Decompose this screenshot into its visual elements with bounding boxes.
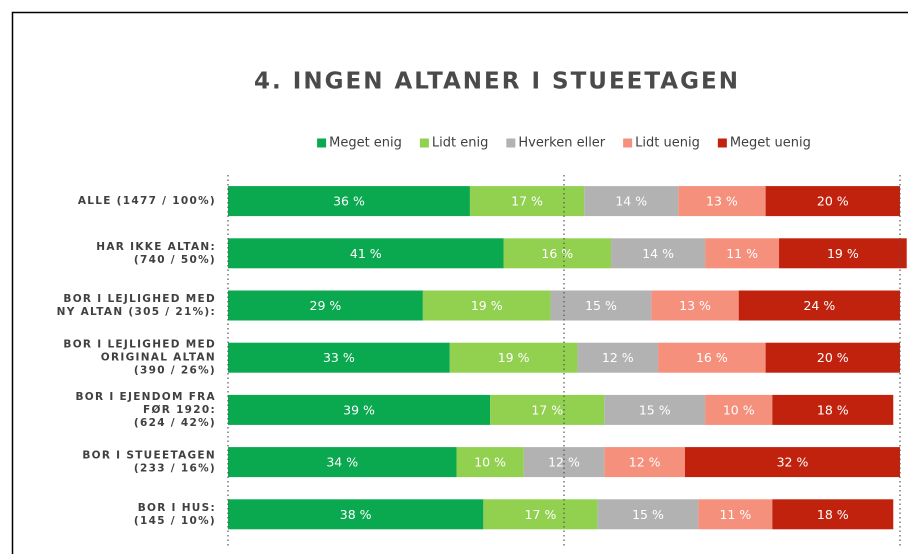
- bar-segment: [228, 290, 423, 321]
- data-label: 14 %: [615, 194, 647, 209]
- legend-label: Lidt enig: [432, 136, 488, 151]
- bar-segment: [228, 342, 450, 373]
- legend-label: Lidt uenig: [635, 136, 700, 151]
- bar-segment: [483, 499, 598, 530]
- legend-swatch: [717, 138, 727, 148]
- data-label: 17 %: [511, 194, 543, 209]
- bar-segment: [684, 447, 900, 478]
- bar-segment: [550, 290, 652, 321]
- data-label: 11 %: [719, 507, 751, 522]
- data-label: 33 %: [323, 350, 355, 365]
- y-tick-label: FØR 1920:: [143, 404, 216, 416]
- y-tick-label: BOR I STUEETAGEN: [82, 450, 216, 462]
- data-label: 16 %: [541, 246, 573, 261]
- data-label: 15 %: [639, 402, 671, 417]
- data-label: 17 %: [525, 507, 557, 522]
- legend-label: Hverken eller: [518, 136, 605, 151]
- bar-segment: [490, 394, 605, 425]
- y-tick-label: (145 / 10%): [134, 515, 216, 527]
- bar-segment: [604, 447, 685, 478]
- bar-segment: [698, 499, 773, 530]
- bar-segment: [422, 290, 551, 321]
- legend-swatch: [506, 138, 516, 148]
- bar-segment: [765, 342, 900, 373]
- data-label: 34 %: [326, 455, 358, 470]
- bar-segment: [772, 499, 894, 530]
- data-label: 18 %: [817, 507, 849, 522]
- bar-segment: [779, 238, 907, 269]
- y-tick-label: BOR I LEJLIGHED MED: [63, 293, 216, 305]
- bar-segment: [577, 342, 659, 373]
- data-label: 13 %: [706, 194, 738, 209]
- data-label: 29 %: [310, 298, 342, 313]
- bar-segment: [228, 394, 491, 425]
- data-label: 19 %: [827, 246, 859, 261]
- y-tick-label: NY ALTAN (305 / 21%):: [57, 306, 216, 318]
- data-label: 12 %: [629, 455, 661, 470]
- bar-segment: [611, 238, 706, 269]
- data-label: 32 %: [777, 455, 809, 470]
- y-tick-label: (624 / 42%): [134, 417, 216, 429]
- data-label: 16 %: [696, 350, 728, 365]
- data-label: 39 %: [343, 402, 375, 417]
- legend-label: Meget uenig: [730, 136, 811, 151]
- y-tick-label: (233 / 16%): [134, 463, 216, 475]
- bar-segment: [228, 186, 470, 217]
- bar-segment: [678, 186, 766, 217]
- y-tick-label: BOR I EJENDOM FRA: [75, 391, 216, 403]
- bar-segment: [503, 238, 612, 269]
- data-label: 38 %: [340, 507, 372, 522]
- data-label: 20 %: [817, 194, 849, 209]
- bar-segment: [705, 394, 773, 425]
- data-label: 15 %: [632, 507, 664, 522]
- bar-segment: [584, 186, 679, 217]
- data-label: 14 %: [642, 246, 674, 261]
- data-label: 19 %: [471, 298, 503, 313]
- y-tick-label: ALLE (1477 / 100%): [78, 195, 216, 207]
- bar-segment: [228, 238, 504, 269]
- bar-segment: [651, 290, 739, 321]
- frame: [11, 11, 908, 554]
- bar-segment: [658, 342, 766, 373]
- legend-swatch: [317, 138, 327, 148]
- data-label: 19 %: [498, 350, 530, 365]
- y-tick-label: BOR I LEJLIGHED MED: [63, 339, 216, 351]
- bar-segment: [604, 394, 706, 425]
- bar-segment: [469, 186, 585, 217]
- data-label: 41 %: [350, 246, 382, 261]
- bar-segment: [449, 342, 578, 373]
- bar-segment: [456, 447, 524, 478]
- bar-segment: [228, 447, 457, 478]
- bar-segment: [705, 238, 780, 269]
- data-label: 11 %: [726, 246, 758, 261]
- bar-segment: [597, 499, 699, 530]
- y-tick-label: ORIGINAL ALTAN: [101, 352, 216, 364]
- data-label: 10 %: [723, 402, 755, 417]
- legend-label: Meget enig: [329, 136, 402, 151]
- bar-segment: [772, 394, 894, 425]
- data-label: 20 %: [817, 350, 849, 365]
- data-label: 24 %: [803, 298, 835, 313]
- y-tick-label: (390 / 26%): [134, 365, 216, 377]
- data-label: 12 %: [602, 350, 634, 365]
- bar-segment: [738, 290, 900, 321]
- data-label: 10 %: [474, 455, 506, 470]
- chart-title: 4. INGEN ALTANER I STUEETAGEN: [254, 69, 740, 95]
- data-label: 17 %: [531, 402, 563, 417]
- data-label: 13 %: [679, 298, 711, 313]
- legend-swatch: [623, 138, 633, 148]
- y-tick-label: (740 / 50%): [134, 254, 216, 266]
- data-label: 15 %: [585, 298, 617, 313]
- bar-segment: [765, 186, 900, 217]
- data-label: 12 %: [548, 455, 580, 470]
- y-tick-label: HAR IKKE ALTAN:: [96, 241, 216, 253]
- data-label: 36 %: [333, 194, 365, 209]
- data-label: 18 %: [817, 402, 849, 417]
- legend-swatch: [419, 138, 429, 148]
- y-tick-label: BOR I HUS:: [138, 502, 216, 514]
- bar-segment: [228, 499, 484, 530]
